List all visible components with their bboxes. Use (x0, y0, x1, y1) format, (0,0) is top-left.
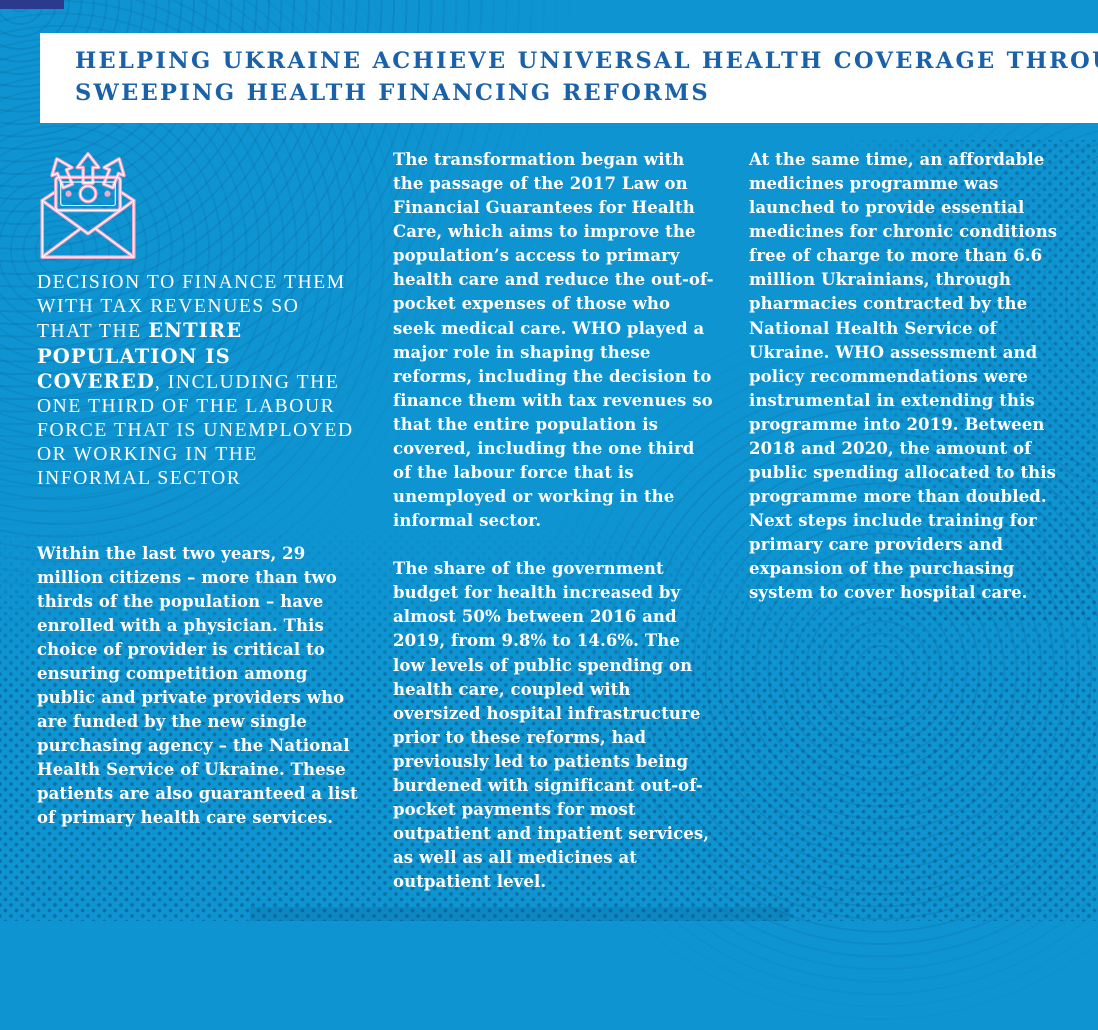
right-column-paragraph: At the same time, an affordable medicine… (749, 150, 1058, 603)
header-band: HELPING UKRAINE ACHIEVE UNIVERSAL HEALTH… (40, 33, 1098, 123)
left-column: DECISION TO FINANCE THEM WITH TAX REVENU… (37, 148, 360, 894)
bottom-shade-band (250, 907, 790, 921)
callout-text: , INCLUDING THE ONE THIRD OF THE LABOUR … (37, 371, 354, 490)
content-columns: DECISION TO FINANCE THEM WITH TAX REVENU… (37, 148, 1072, 894)
middle-column-paragraph-1: The transformation began with the passag… (393, 150, 714, 531)
envelope-money-arrows-icon (39, 148, 137, 261)
callout-bold-text: ENTIRE POPULATION IS COVERED (37, 319, 243, 393)
right-column: At the same time, an affordable medicine… (749, 148, 1072, 894)
callout-quote: DECISION TO FINANCE THEM WITH TAX REVENU… (37, 271, 360, 492)
page-title-line-1: HELPING UKRAINE ACHIEVE UNIVERSAL HEALTH… (75, 48, 1098, 75)
middle-column: The transformation began with the passag… (393, 148, 716, 894)
page-corner-mark (0, 0, 64, 9)
page-title-line-2: SWEEPING HEALTH FINANCING REFORMS (75, 80, 710, 106)
middle-column-paragraph-2: The share of the government budget for h… (393, 559, 710, 892)
left-column-paragraph: Within the last two years, 29 million ci… (37, 543, 358, 828)
callout-text: DECISION TO FINANCE THEM WITH TAX REVENU… (37, 272, 346, 343)
